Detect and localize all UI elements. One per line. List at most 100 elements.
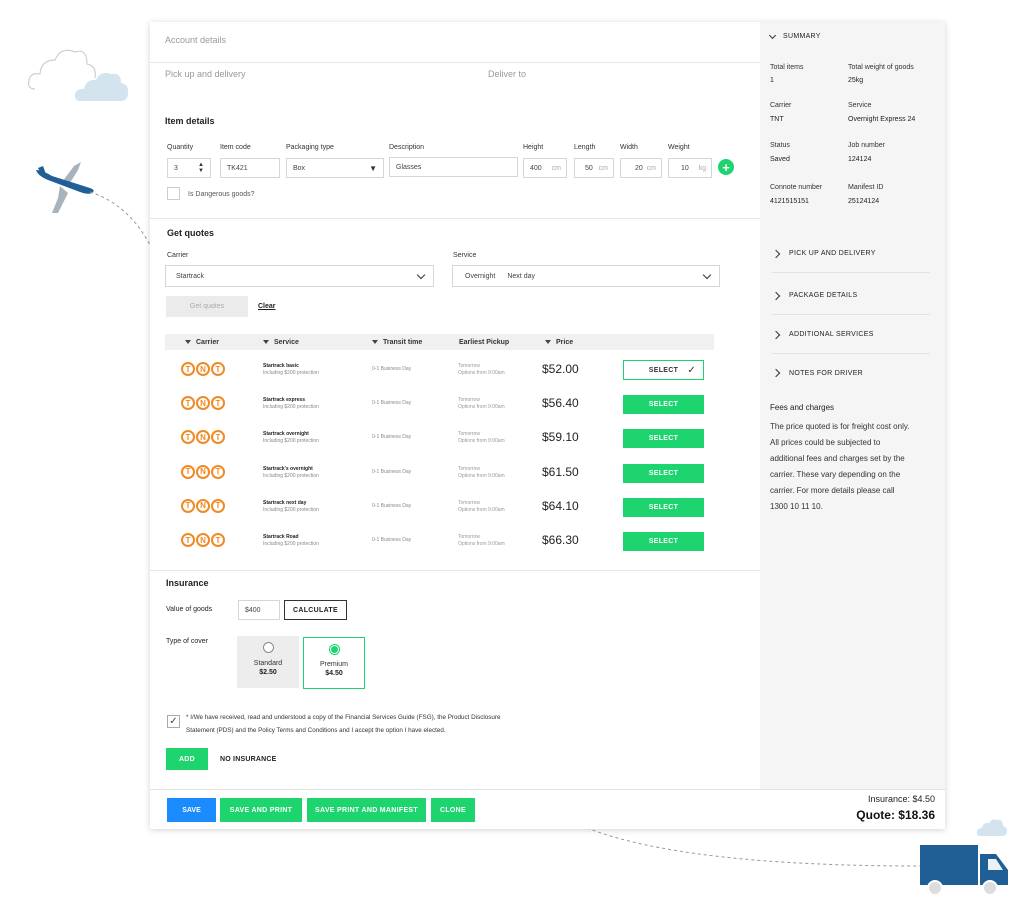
- fees-text: The price quoted is for freight cost onl…: [770, 419, 940, 515]
- add-item-icon[interactable]: +: [718, 159, 734, 175]
- summary-header[interactable]: SUMMARY: [768, 31, 821, 40]
- clear-link[interactable]: Clear: [258, 303, 276, 310]
- accordion-label: ADDITIONAL SERVICES: [789, 331, 874, 338]
- packaging-type-select[interactable]: Box ▼: [286, 158, 384, 178]
- job-number-label: Job number: [848, 142, 885, 149]
- divider: [150, 570, 760, 571]
- calculate-button[interactable]: CALCULATE: [284, 600, 347, 620]
- get-quotes-button[interactable]: Get quotes: [166, 296, 248, 317]
- item-code-field[interactable]: TK421: [220, 158, 280, 178]
- logo-letter: T: [181, 430, 195, 445]
- carrier-select[interactable]: Startrack: [165, 265, 434, 287]
- select-button[interactable]: SELECT: [623, 395, 704, 415]
- header-carrier[interactable]: Carrier: [185, 334, 219, 350]
- quote-price: $52.00: [542, 362, 579, 376]
- fees-line: 1300 10 11 10.: [770, 502, 823, 511]
- service-summary-label: Service: [848, 102, 872, 109]
- logo-letter: T: [181, 396, 195, 411]
- pickup-day: Tomorrow: [458, 397, 480, 404]
- cover-option-premium[interactable]: Premium $4.50: [303, 637, 365, 689]
- quote-price: $56.40: [542, 396, 579, 411]
- accordion-notes-for-driver[interactable]: NOTES FOR DRIVER: [771, 354, 930, 392]
- stepper-arrows-icon[interactable]: ▲ ▼: [198, 162, 204, 174]
- height-field[interactable]: 400 cm: [523, 158, 567, 178]
- fees-line: additional fees and charges set by the: [770, 454, 905, 463]
- fees-line: carrier. For more details please call: [770, 486, 895, 495]
- pickup-options: Options from 9:00am: [458, 370, 505, 376]
- logo-letter: T: [211, 533, 225, 547]
- logo-letter: T: [211, 362, 225, 376]
- accordion-label: PACKAGE DETAILS: [789, 292, 858, 299]
- consent-checkbox[interactable]: ✓: [167, 715, 180, 728]
- service-select[interactable]: Overnight Next day: [452, 265, 720, 287]
- item-details-title: Item details: [165, 116, 215, 126]
- select-button[interactable]: SELECT: [623, 532, 704, 551]
- fees-title: Fees and charges: [770, 403, 835, 412]
- service-name: Startrack basic: [263, 363, 299, 369]
- connote-label: Connote number: [770, 184, 823, 191]
- select-button[interactable]: SELECT: [623, 497, 704, 517]
- service-value-secondary: Next day: [507, 272, 535, 280]
- save-and-print-button[interactable]: SAVE AND PRINT: [220, 798, 302, 822]
- transit-time: 0-1 Business Day: [372, 400, 412, 407]
- total-weight-value: 25kg: [848, 77, 864, 84]
- transit-time: 0-1 Business Day: [372, 434, 412, 441]
- manifest-value: 25124124: [848, 198, 880, 205]
- service-name: Startrack next day: [263, 499, 307, 506]
- accordion-additional-services[interactable]: ADDITIONAL SERVICES: [771, 316, 930, 354]
- add-insurance-button[interactable]: ADD: [166, 748, 208, 770]
- transit-time: 0-1 Business Day: [372, 468, 412, 475]
- no-insurance-link[interactable]: NO INSURANCE: [220, 756, 277, 763]
- premium-name: Premium: [319, 661, 348, 668]
- weight-field[interactable]: 10 kg: [668, 158, 712, 178]
- header-service[interactable]: Service: [263, 334, 299, 350]
- service-label: Service: [453, 252, 477, 259]
- status-value: Saved: [770, 156, 790, 163]
- value-of-goods-field[interactable]: $400: [238, 600, 280, 620]
- select-button-selected[interactable]: SELECT ✓: [623, 360, 704, 380]
- accordion-package-details[interactable]: PACKAGE DETAILS: [771, 277, 930, 315]
- radio-selected-dot: [330, 646, 338, 653]
- header-pickup: Earliest Pickup: [459, 334, 509, 350]
- pickup-day: Tomorrow: [458, 431, 480, 438]
- fees-line: The price quoted is for freight cost onl…: [770, 422, 910, 431]
- header-transit[interactable]: Transit time: [372, 334, 422, 350]
- clone-button[interactable]: CLONE: [431, 798, 475, 822]
- save-button[interactable]: SAVE: [167, 798, 216, 822]
- account-details-title: Account details: [165, 35, 227, 45]
- packaging-type-label: Packaging type: [286, 144, 334, 151]
- width-value: 20: [635, 164, 643, 172]
- cover-option-standard[interactable]: Standard $2.50: [237, 636, 299, 688]
- accordion-pickup-delivery[interactable]: PICK UP AND DELIVERY: [771, 235, 930, 273]
- select-label: SELECT: [648, 469, 679, 477]
- quote-row: T N T Startrack's overnight Including $200 p…: [165, 455, 714, 489]
- cloud-outline-icon: [28, 49, 96, 90]
- select-button[interactable]: SELECT: [623, 429, 704, 449]
- description-field[interactable]: Glasses: [389, 157, 518, 177]
- quantity-label: Quantity: [167, 144, 194, 151]
- sort-down-icon: [372, 340, 378, 344]
- service-name: Startrack's overnight: [263, 465, 313, 472]
- quotes-table-header: Carrier Service Transit time Earliest Pi…: [165, 334, 714, 350]
- status-label: Status: [770, 142, 790, 149]
- header-price[interactable]: Price: [545, 334, 573, 350]
- select-button[interactable]: SELECT: [623, 463, 704, 483]
- quantity-stepper[interactable]: 3 ▲ ▼: [167, 158, 211, 178]
- standard-radio[interactable]: [262, 642, 274, 653]
- logo-letter: N: [196, 430, 210, 445]
- quantity-value: 3: [174, 164, 178, 172]
- dangerous-goods-checkbox[interactable]: [167, 187, 180, 200]
- length-field[interactable]: 50 cm: [574, 158, 614, 178]
- premium-radio[interactable]: [328, 644, 340, 655]
- service-protection: Including $200 protection: [263, 438, 319, 445]
- truck-icon: [920, 845, 1008, 896]
- pickup-options: Options from 9:00am: [458, 404, 505, 411]
- header-transit-label: Transit time: [383, 338, 423, 346]
- carrier-summary-label: Carrier: [770, 102, 792, 109]
- header-carrier-label: Carrier: [196, 338, 219, 346]
- width-field[interactable]: 20 cm: [620, 158, 662, 178]
- save-print-manifest-button[interactable]: SAVE PRINT AND MANIFEST: [307, 798, 426, 822]
- service-protection: Including $200 protection: [263, 506, 319, 513]
